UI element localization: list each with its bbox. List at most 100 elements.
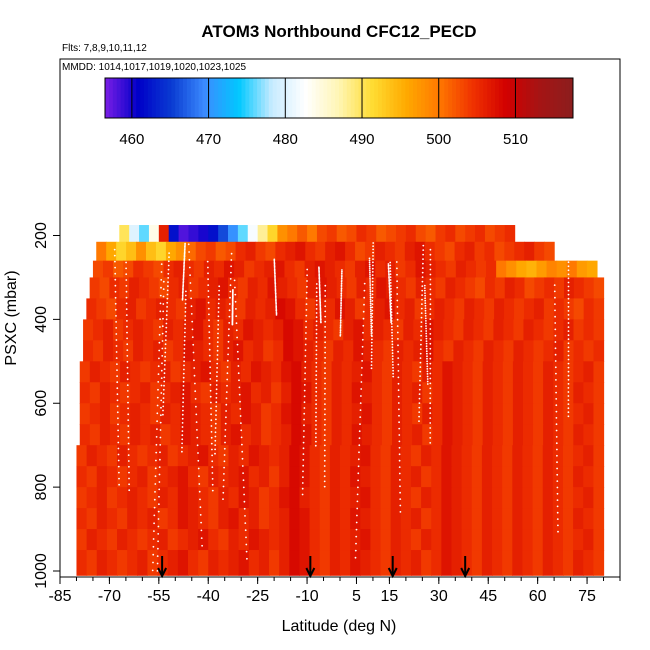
heatmap-cell <box>542 508 554 530</box>
measurement-dot <box>181 296 184 298</box>
measurement-dot <box>215 409 218 412</box>
heatmap-cell <box>205 241 217 262</box>
heatmap-cell <box>177 466 189 488</box>
measurement-dot <box>275 305 278 308</box>
measurement-dot <box>184 242 187 245</box>
measurement-dot <box>567 415 570 418</box>
heatmap-cell <box>210 361 222 383</box>
measurement-dot <box>324 326 326 328</box>
measurement-dot <box>163 368 166 370</box>
measurement-dot <box>315 328 318 331</box>
heatmap-cell <box>213 260 225 279</box>
heatmap-cell <box>279 508 290 530</box>
measurement-dot <box>114 266 116 269</box>
measurement-dot <box>167 260 170 263</box>
measurement-dot <box>242 486 245 489</box>
heatmap-cell <box>264 260 275 279</box>
heatmap-cell <box>445 260 457 279</box>
measurement-dot <box>125 308 128 311</box>
measurement-dot <box>420 312 423 314</box>
measurement-dot <box>273 259 276 262</box>
colorbar-segment <box>202 78 207 118</box>
measurement-dot <box>389 264 392 267</box>
colorbar-segment <box>561 78 566 118</box>
measurement-dot <box>230 271 232 274</box>
heatmap-cell <box>218 277 229 300</box>
heatmap-cell <box>593 361 605 383</box>
heatmap-cell <box>405 225 417 243</box>
measurement-dot <box>421 267 424 269</box>
measurement-dot <box>182 270 185 272</box>
heatmap-cell <box>293 340 304 362</box>
heatmap-cell <box>265 298 276 320</box>
measurement-dot <box>116 369 118 371</box>
measurement-dot <box>274 277 276 279</box>
measurement-dot <box>553 284 556 286</box>
measurement-dot <box>189 282 192 284</box>
measurement-dot <box>556 486 559 489</box>
measurement-dot <box>324 289 327 292</box>
colorbar-segment <box>222 78 227 118</box>
measurement-dot <box>209 366 212 369</box>
measurement-dot <box>306 285 308 288</box>
measurement-dot <box>387 270 390 273</box>
measurement-dot <box>392 366 394 369</box>
colorbar-segment <box>120 78 125 118</box>
heatmap-cell <box>583 319 595 341</box>
heatmap-cell <box>294 260 306 279</box>
heatmap-cell <box>573 508 584 530</box>
measurement-dot <box>324 413 326 416</box>
measurement-dot <box>339 333 342 335</box>
heatmap-cell <box>235 241 247 262</box>
measurement-dot <box>556 473 559 476</box>
measurement-dot <box>184 311 187 313</box>
measurement-dot <box>419 352 422 355</box>
heatmap-cell <box>374 241 386 262</box>
measurement-dot <box>240 436 243 439</box>
measurement-dot <box>215 392 218 395</box>
measurement-dot <box>182 280 185 282</box>
heatmap-cell <box>130 382 141 404</box>
colorbar-segment <box>549 78 554 118</box>
measurement-dot <box>340 292 343 295</box>
measurement-dot <box>116 375 118 378</box>
measurement-dot <box>193 367 196 369</box>
measurement-dot <box>225 391 228 393</box>
measurement-dot <box>198 475 200 478</box>
heatmap-cell <box>502 529 513 551</box>
measurement-dot <box>340 311 342 314</box>
measurement-dot <box>426 368 429 370</box>
heatmap-cell <box>522 445 534 467</box>
measurement-dot <box>429 293 432 296</box>
heatmap-cell <box>123 319 134 341</box>
heatmap-cell <box>230 382 242 404</box>
measurement-dot <box>215 388 218 391</box>
measurement-dot <box>319 306 322 308</box>
heatmap-cell <box>163 319 174 341</box>
heatmap-cell <box>240 382 252 404</box>
heatmap-cell <box>281 403 292 425</box>
measurement-dot <box>235 322 238 325</box>
heatmap-cell <box>153 319 164 341</box>
heatmap-cell <box>167 466 179 488</box>
measurement-dot <box>556 505 559 508</box>
measurement-dot <box>185 290 187 293</box>
heatmap-cell <box>173 319 184 341</box>
measurement-dot <box>183 264 186 267</box>
measurement-dot <box>152 553 155 556</box>
heatmap-cell <box>341 424 353 446</box>
measurement-dot <box>422 249 425 252</box>
measurement-dot <box>392 364 394 366</box>
measurement-dot <box>223 454 226 456</box>
measurement-dot <box>567 395 570 397</box>
measurement-dot <box>164 359 166 362</box>
colorbar-segment <box>553 78 558 118</box>
measurement-dot <box>117 447 120 450</box>
heatmap-cell <box>465 277 476 300</box>
measurement-dot <box>227 347 230 349</box>
heatmap-cell <box>170 424 182 446</box>
measurement-dot <box>324 300 327 302</box>
heatmap-cell <box>553 382 564 404</box>
measurement-dot <box>216 371 218 373</box>
measurement-dot <box>361 367 363 369</box>
